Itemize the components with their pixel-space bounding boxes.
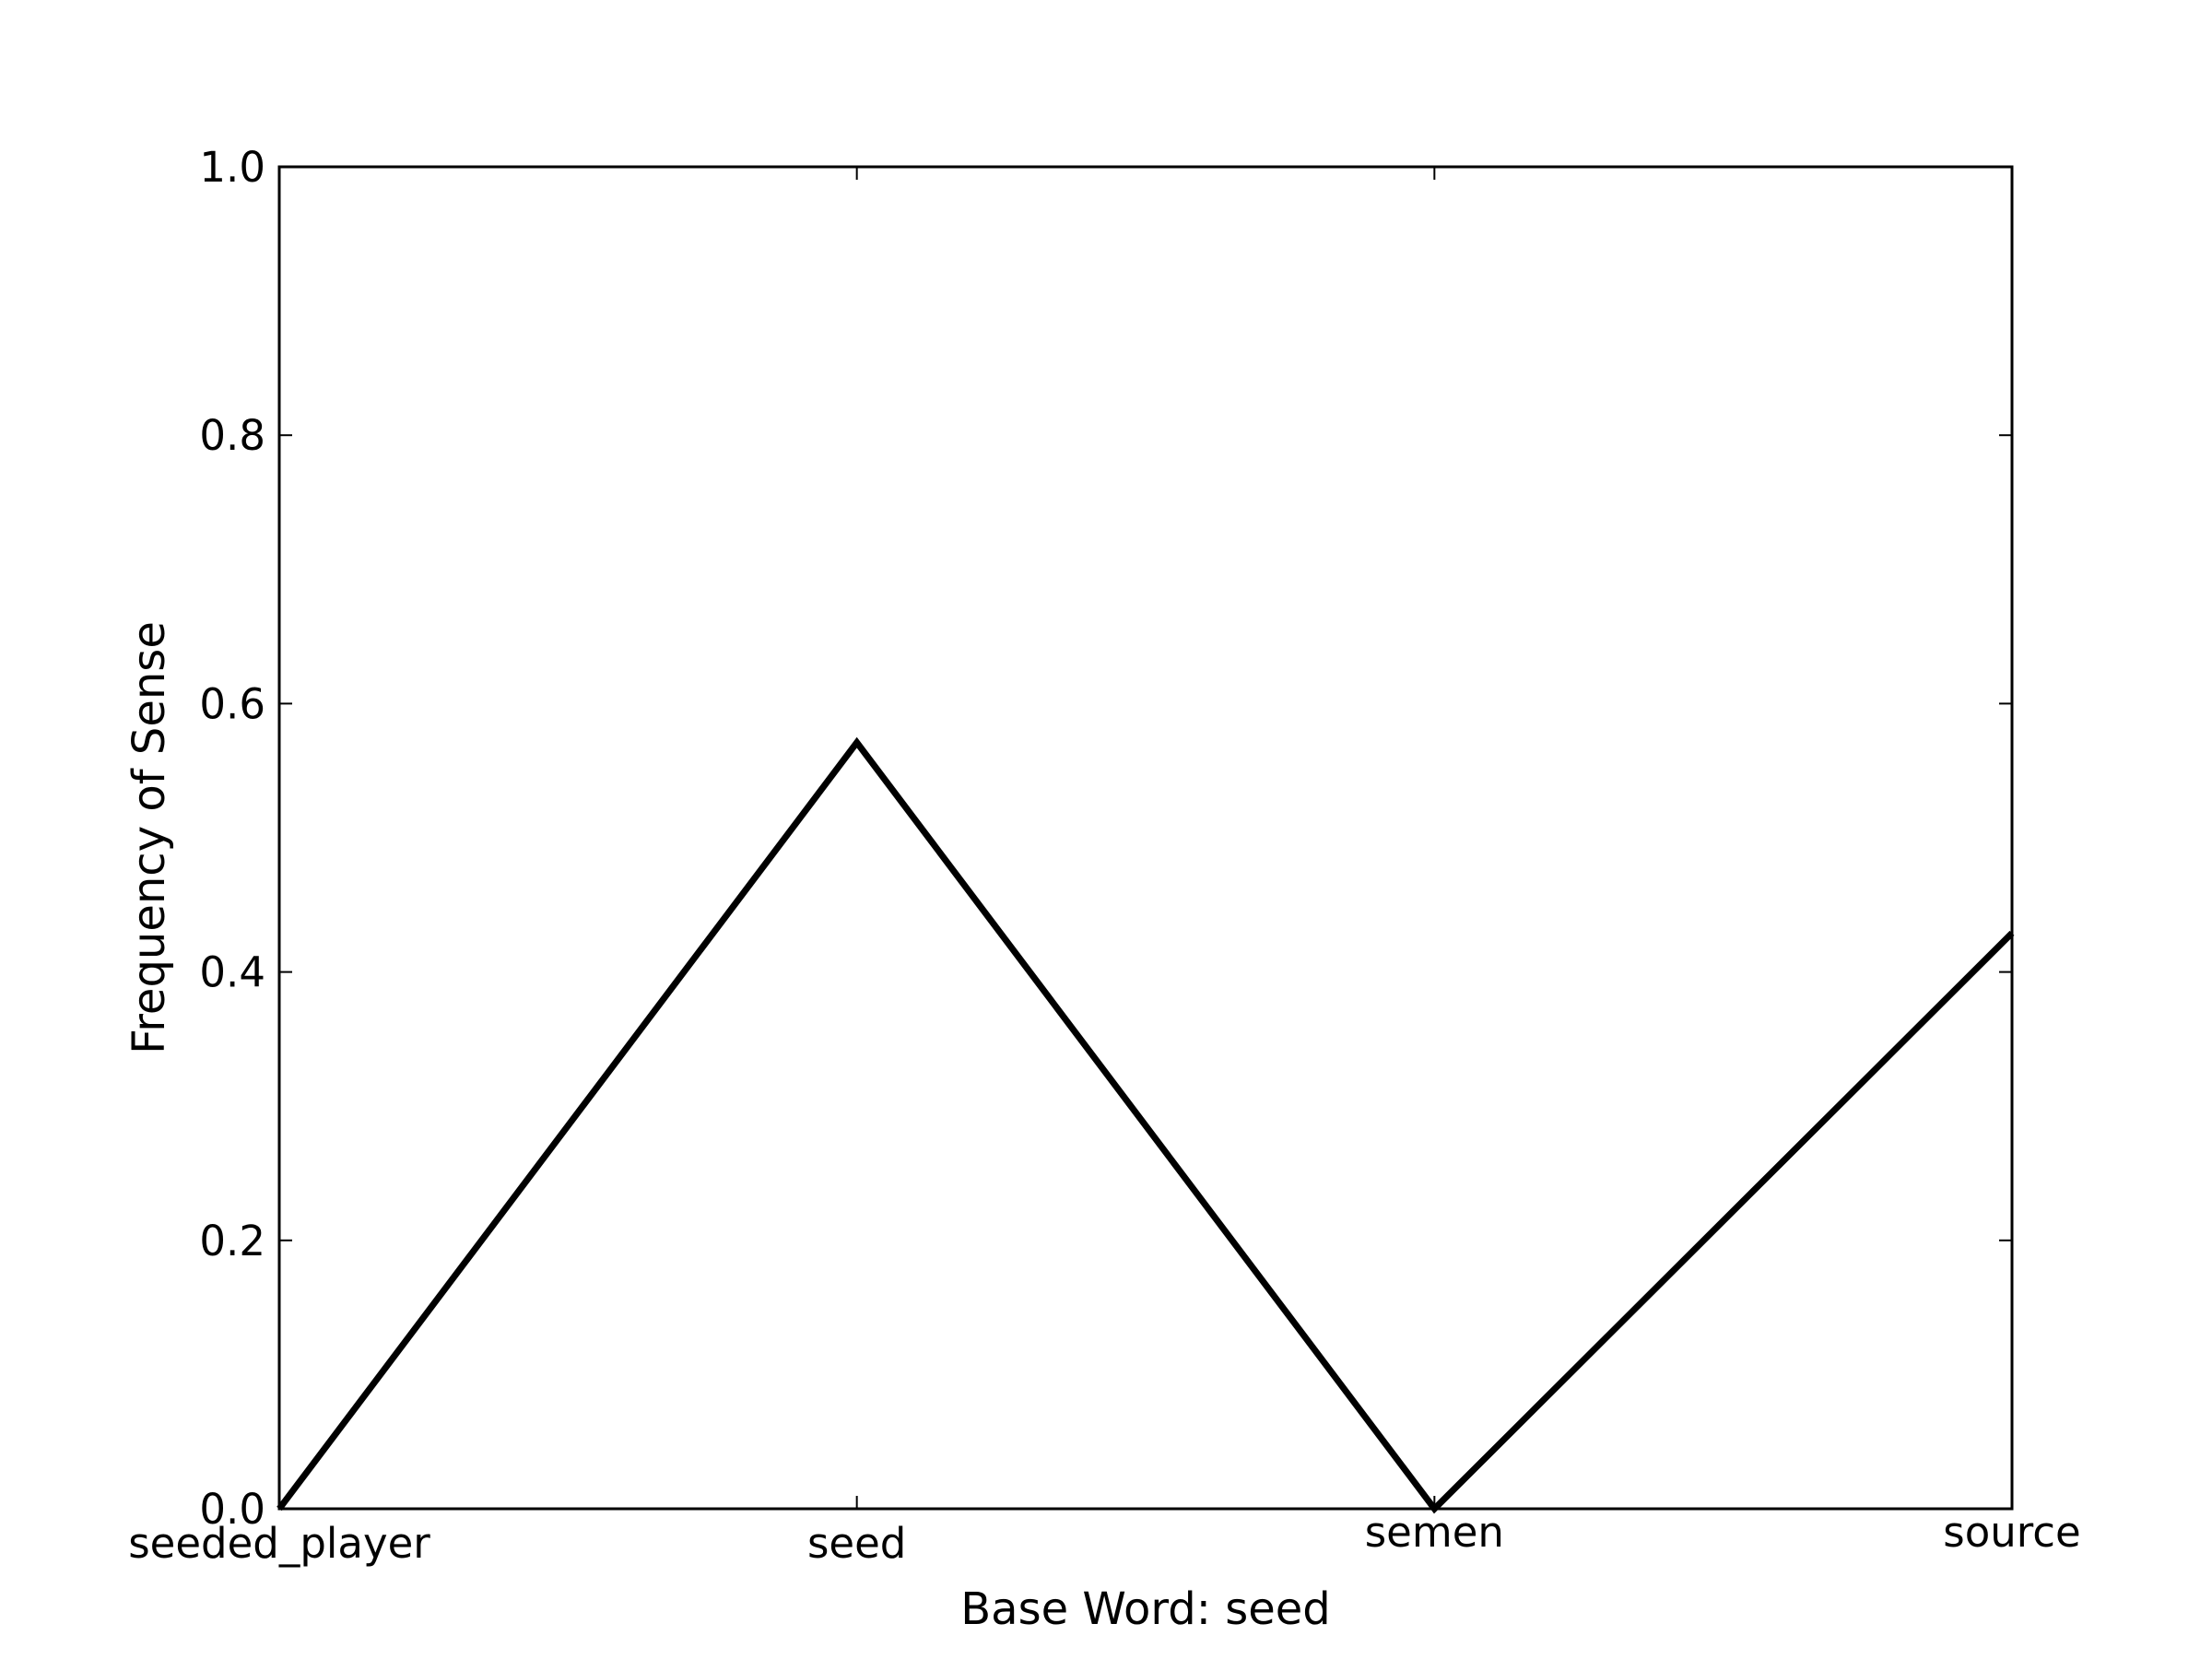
plot-area-frame bbox=[277, 165, 2014, 1511]
x-tick-label: seeded_player bbox=[128, 1519, 430, 1568]
y-tick-label: 0.6 bbox=[199, 679, 265, 728]
x-axis-label: Base Word: seed bbox=[960, 1583, 1330, 1635]
y-tick-label: 0.0 bbox=[199, 1485, 265, 1534]
y-tick-label: 0.4 bbox=[199, 948, 265, 997]
y-tick-label: 0.2 bbox=[199, 1217, 265, 1265]
x-tick-label: source bbox=[1943, 1508, 2080, 1557]
series-line bbox=[276, 736, 2015, 1514]
labels-layer: 0.0 0.2 0.4 0.6 0.8 1.0 seeded_player seed semen… bbox=[128, 143, 2081, 1568]
y-tick-label: 1.0 bbox=[199, 143, 265, 192]
y-tick-label: 0.8 bbox=[199, 411, 265, 460]
x-tick-label: seed bbox=[807, 1519, 906, 1568]
series-layer bbox=[276, 736, 2015, 1514]
y-axis-label: Frequency of Sense bbox=[124, 621, 175, 1054]
x-tick-label: semen bbox=[1365, 1508, 1504, 1557]
